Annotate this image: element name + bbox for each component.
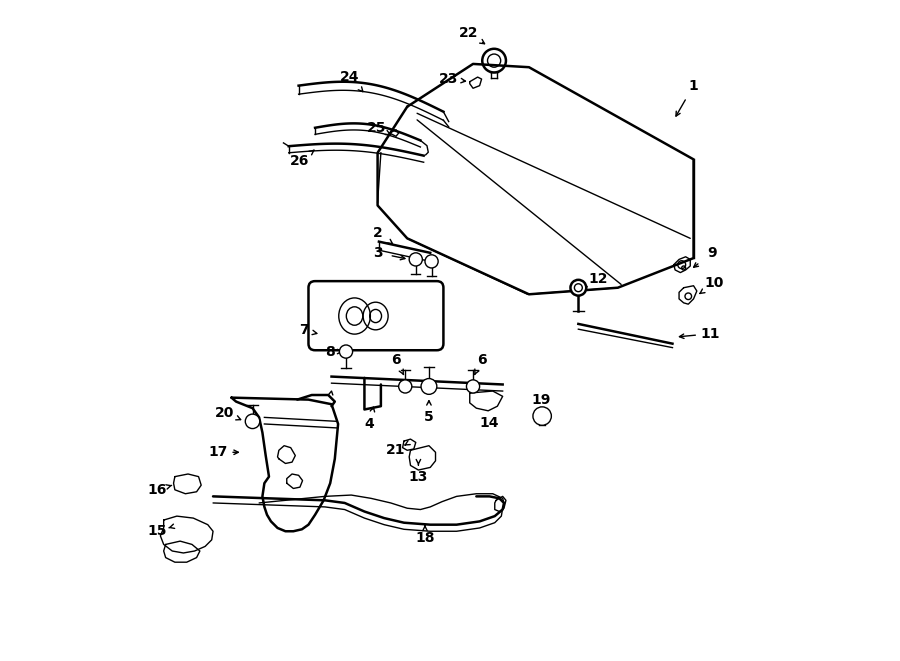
Text: 3: 3 [373,246,382,260]
Circle shape [466,380,480,393]
Circle shape [571,280,586,295]
Text: 11: 11 [700,327,720,341]
Text: 16: 16 [148,483,166,497]
Circle shape [399,380,412,393]
Text: 24: 24 [340,70,360,84]
Circle shape [421,379,436,395]
Text: 19: 19 [531,393,551,407]
Circle shape [425,254,438,268]
Text: 21: 21 [386,444,406,457]
Text: 17: 17 [209,446,228,459]
Text: 2: 2 [373,226,382,240]
Text: 10: 10 [705,276,725,290]
Text: 12: 12 [589,272,608,286]
Text: 25: 25 [366,121,386,135]
Text: 5: 5 [424,410,434,424]
Text: 26: 26 [290,153,310,168]
Text: 18: 18 [415,531,435,545]
Circle shape [533,407,552,425]
Circle shape [246,414,260,428]
Text: 7: 7 [299,323,309,338]
Text: 15: 15 [148,524,166,538]
Circle shape [410,253,422,266]
Text: 6: 6 [392,353,400,367]
Text: 9: 9 [707,246,716,260]
Text: 1: 1 [688,79,698,93]
Text: 14: 14 [480,416,500,430]
Text: 22: 22 [459,26,478,40]
Text: 6: 6 [477,353,486,367]
Text: 4: 4 [364,417,374,431]
Text: 23: 23 [439,72,458,86]
Circle shape [339,345,353,358]
Text: 13: 13 [409,469,428,484]
Text: 8: 8 [325,344,335,358]
Text: 20: 20 [215,406,235,420]
